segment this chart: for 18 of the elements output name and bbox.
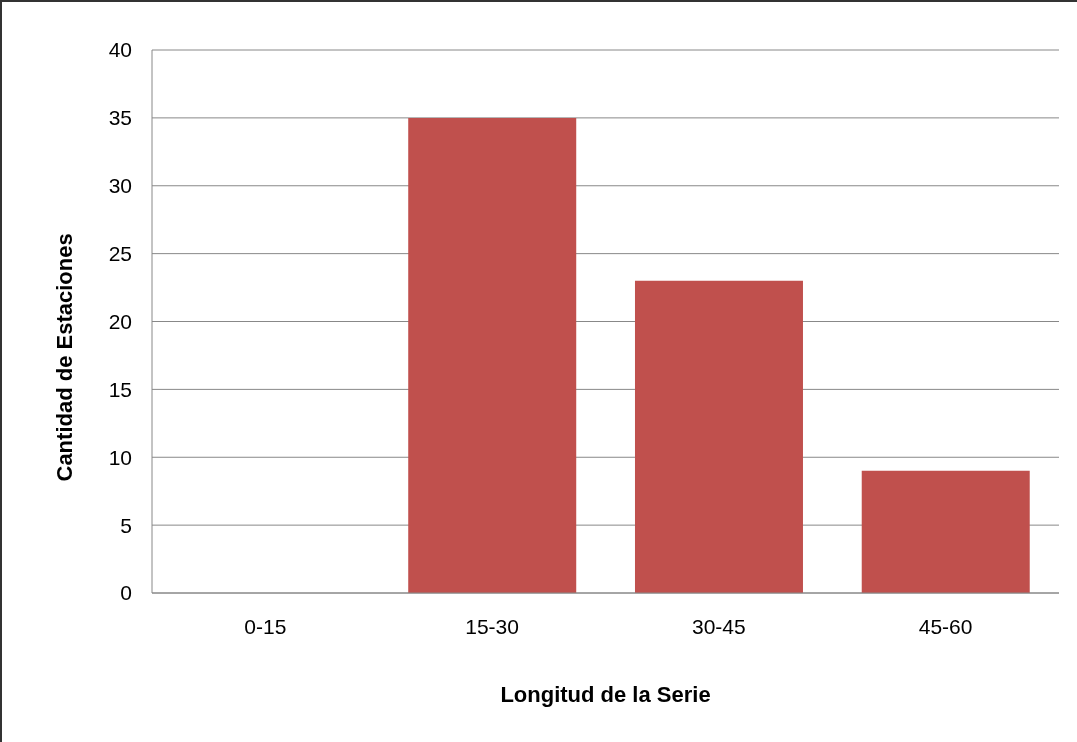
y-tick-label: 10	[108, 445, 132, 469]
bar	[408, 117, 577, 593]
x-tick-label: 15-30	[465, 614, 519, 638]
y-tick-label: 0	[120, 581, 132, 605]
x-tick-label: 45-60	[918, 614, 973, 638]
x-tick-label: 30-45	[692, 614, 746, 638]
bar	[861, 470, 1030, 593]
y-tick-label: 15	[108, 377, 132, 401]
y-tick-label: 30	[108, 174, 132, 198]
y-tick-label: 20	[108, 309, 132, 333]
y-axis-title: Cantidad de Estaciones	[51, 233, 77, 482]
bar	[634, 280, 803, 593]
y-tick-label: 5	[120, 513, 132, 537]
y-tick-label: 40	[108, 38, 132, 62]
x-axis-title: Longitud de la Serie	[500, 682, 711, 707]
y-tick-label: 25	[108, 242, 132, 266]
y-tick-label: 35	[108, 106, 132, 130]
x-tick-label: 0-15	[244, 614, 287, 638]
